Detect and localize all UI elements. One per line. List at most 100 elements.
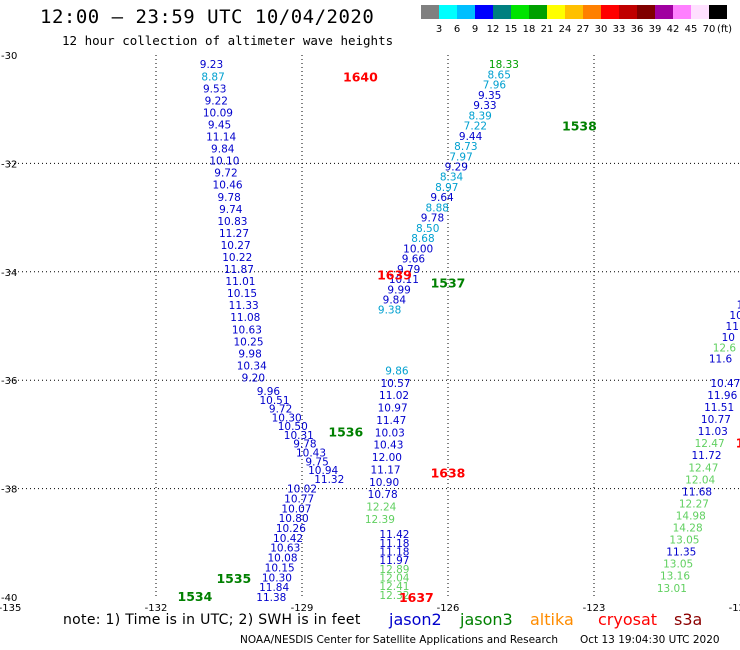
wave-height-value: 11.38 bbox=[256, 592, 286, 604]
wave-height-value: 10.34 bbox=[237, 360, 267, 372]
wave-height-value: 9.78 bbox=[293, 439, 316, 451]
wave-height-value: 10.90 bbox=[369, 477, 399, 489]
wave-height-value: 9.79 bbox=[397, 264, 420, 276]
wave-height-value: 10.22 bbox=[222, 252, 252, 264]
wave-height-value: 10.83 bbox=[217, 216, 247, 228]
wave-height-value: 10.00 bbox=[403, 243, 433, 255]
y-tick-label: -32 bbox=[1, 159, 17, 170]
wave-height-value: 11.72 bbox=[691, 450, 721, 462]
scale-swatch bbox=[439, 5, 457, 19]
wave-height-value: 10.77 bbox=[701, 414, 731, 426]
wave-height-value: 9.78 bbox=[217, 192, 240, 204]
wave-height-value: 11.18 bbox=[379, 538, 409, 550]
scale-swatch bbox=[691, 5, 709, 19]
wave-height-value: 8.50 bbox=[416, 223, 439, 235]
x-tick-label: -120 bbox=[729, 603, 740, 614]
wave-height-value: 10 bbox=[722, 332, 735, 344]
wave-height-value: 10.42 bbox=[273, 533, 303, 545]
wave-height-value: 8.39 bbox=[468, 110, 491, 122]
y-tick-label: -38 bbox=[1, 485, 17, 496]
wave-height-value: 12.24 bbox=[366, 502, 396, 514]
satellite-cryosat: cryosat bbox=[598, 610, 658, 629]
pass-time-label: 1638 bbox=[431, 465, 466, 480]
wave-height-value: 9.84 bbox=[383, 295, 407, 307]
x-tick-label: -135 bbox=[0, 603, 21, 614]
scale-swatch bbox=[475, 5, 493, 19]
x-tick-label: -126 bbox=[437, 603, 460, 614]
scale-label: 12 bbox=[486, 24, 500, 35]
wave-height-value: 9.29 bbox=[445, 162, 468, 174]
wave-height-value: 10.63 bbox=[232, 324, 262, 336]
wave-height-value: 10.77 bbox=[284, 493, 314, 505]
wave-height-value: 10.08 bbox=[267, 553, 297, 565]
wave-height-value: 12.89 bbox=[379, 564, 409, 576]
wave-height-value: 10.10 bbox=[209, 156, 239, 168]
pass-time-label: 1 bbox=[736, 436, 740, 451]
x-tick-label: -123 bbox=[583, 603, 606, 614]
wave-height-value: 10.15 bbox=[227, 288, 257, 300]
wave-height-value: 10.63 bbox=[270, 543, 300, 555]
scale-swatch bbox=[421, 5, 439, 19]
wave-height-value: 9.96 bbox=[257, 386, 281, 398]
footnote: note: 1) Time is in UTC; 2) SWH is in fe… bbox=[63, 612, 361, 628]
y-tick-label: -40 bbox=[1, 593, 17, 604]
wave-height-value: 10.30 bbox=[262, 572, 292, 584]
scale-label: 6 bbox=[453, 24, 461, 35]
page-subtitle: 12 hour collection of altimeter wave hei… bbox=[62, 33, 394, 48]
wave-height-value: 10.27 bbox=[221, 240, 251, 252]
wave-height-value: 8.87 bbox=[201, 71, 224, 83]
wave-height-value: 13.05 bbox=[663, 559, 693, 571]
wave-height-value: 11.02 bbox=[379, 390, 409, 402]
wave-height-value: 7.22 bbox=[464, 121, 487, 133]
wave-height-value: 10.03 bbox=[375, 427, 405, 439]
wave-height-value: 9.22 bbox=[205, 95, 228, 107]
wave-height-value: 10.31 bbox=[284, 430, 314, 442]
wave-height-value: 8.65 bbox=[488, 69, 511, 81]
pass-time-label: 1534 bbox=[178, 589, 213, 604]
scale-swatch bbox=[601, 5, 619, 19]
scale-swatch bbox=[655, 5, 673, 19]
wave-height-value: 10.78 bbox=[368, 489, 398, 501]
x-tick-label: -129 bbox=[291, 603, 314, 614]
wave-height-value: 11 bbox=[726, 321, 739, 333]
wave-height-value: 8.97 bbox=[435, 182, 458, 194]
wave-height-value: 14.28 bbox=[673, 523, 703, 535]
wave-height-value: 10.80 bbox=[279, 513, 309, 525]
scale-label: 27 bbox=[576, 24, 590, 35]
wave-height-value: 10.51 bbox=[259, 395, 289, 407]
wave-height-value: 10.30 bbox=[272, 412, 302, 424]
wave-height-value: 11.6 bbox=[709, 354, 733, 366]
grid-lines bbox=[10, 55, 740, 597]
wave-height-value: 12.04 bbox=[685, 474, 715, 486]
scale-label: 36 bbox=[630, 24, 644, 35]
wave-height-value: 9.64 bbox=[430, 192, 454, 204]
wave-height-value: 12.47 bbox=[695, 438, 725, 450]
wave-height-value: 9.74 bbox=[219, 204, 243, 216]
scale-swatch bbox=[529, 5, 547, 19]
scale-swatch bbox=[619, 5, 637, 19]
pass-time-label: 1535 bbox=[216, 571, 251, 586]
scale-swatch bbox=[709, 5, 727, 19]
scale-swatch bbox=[511, 5, 529, 19]
pass-time-label: 1639 bbox=[377, 268, 412, 283]
wave-height-value: 10.43 bbox=[373, 440, 403, 452]
wave-height-value: 10.11 bbox=[389, 274, 419, 286]
scale-label: 45 bbox=[684, 24, 698, 35]
wave-height-value: 9.86 bbox=[385, 365, 409, 377]
wave-height-value: 11.03 bbox=[698, 426, 728, 438]
wave-height-value: 10 bbox=[729, 310, 740, 322]
wave-height-value: 9.23 bbox=[200, 59, 223, 71]
satellite-s3a: s3a bbox=[674, 610, 703, 629]
wave-height-value: 14.98 bbox=[676, 510, 706, 522]
page-title: 12:00 — 23:59 UTC 10/04/2020 bbox=[40, 6, 375, 28]
wave-height-value: 11.87 bbox=[224, 264, 254, 276]
wave-height-value: 8.34 bbox=[440, 172, 464, 184]
wave-height-value: 11.08 bbox=[230, 312, 260, 324]
wave-height-value: 10.26 bbox=[276, 523, 306, 535]
wave-height-value: 11.18 bbox=[379, 546, 409, 558]
wave-height-value: 11.96 bbox=[707, 390, 737, 402]
scale-label: 39 bbox=[648, 24, 662, 35]
wave-height-value: 7.97 bbox=[449, 151, 472, 163]
wave-height-value: 11.32 bbox=[314, 474, 344, 486]
